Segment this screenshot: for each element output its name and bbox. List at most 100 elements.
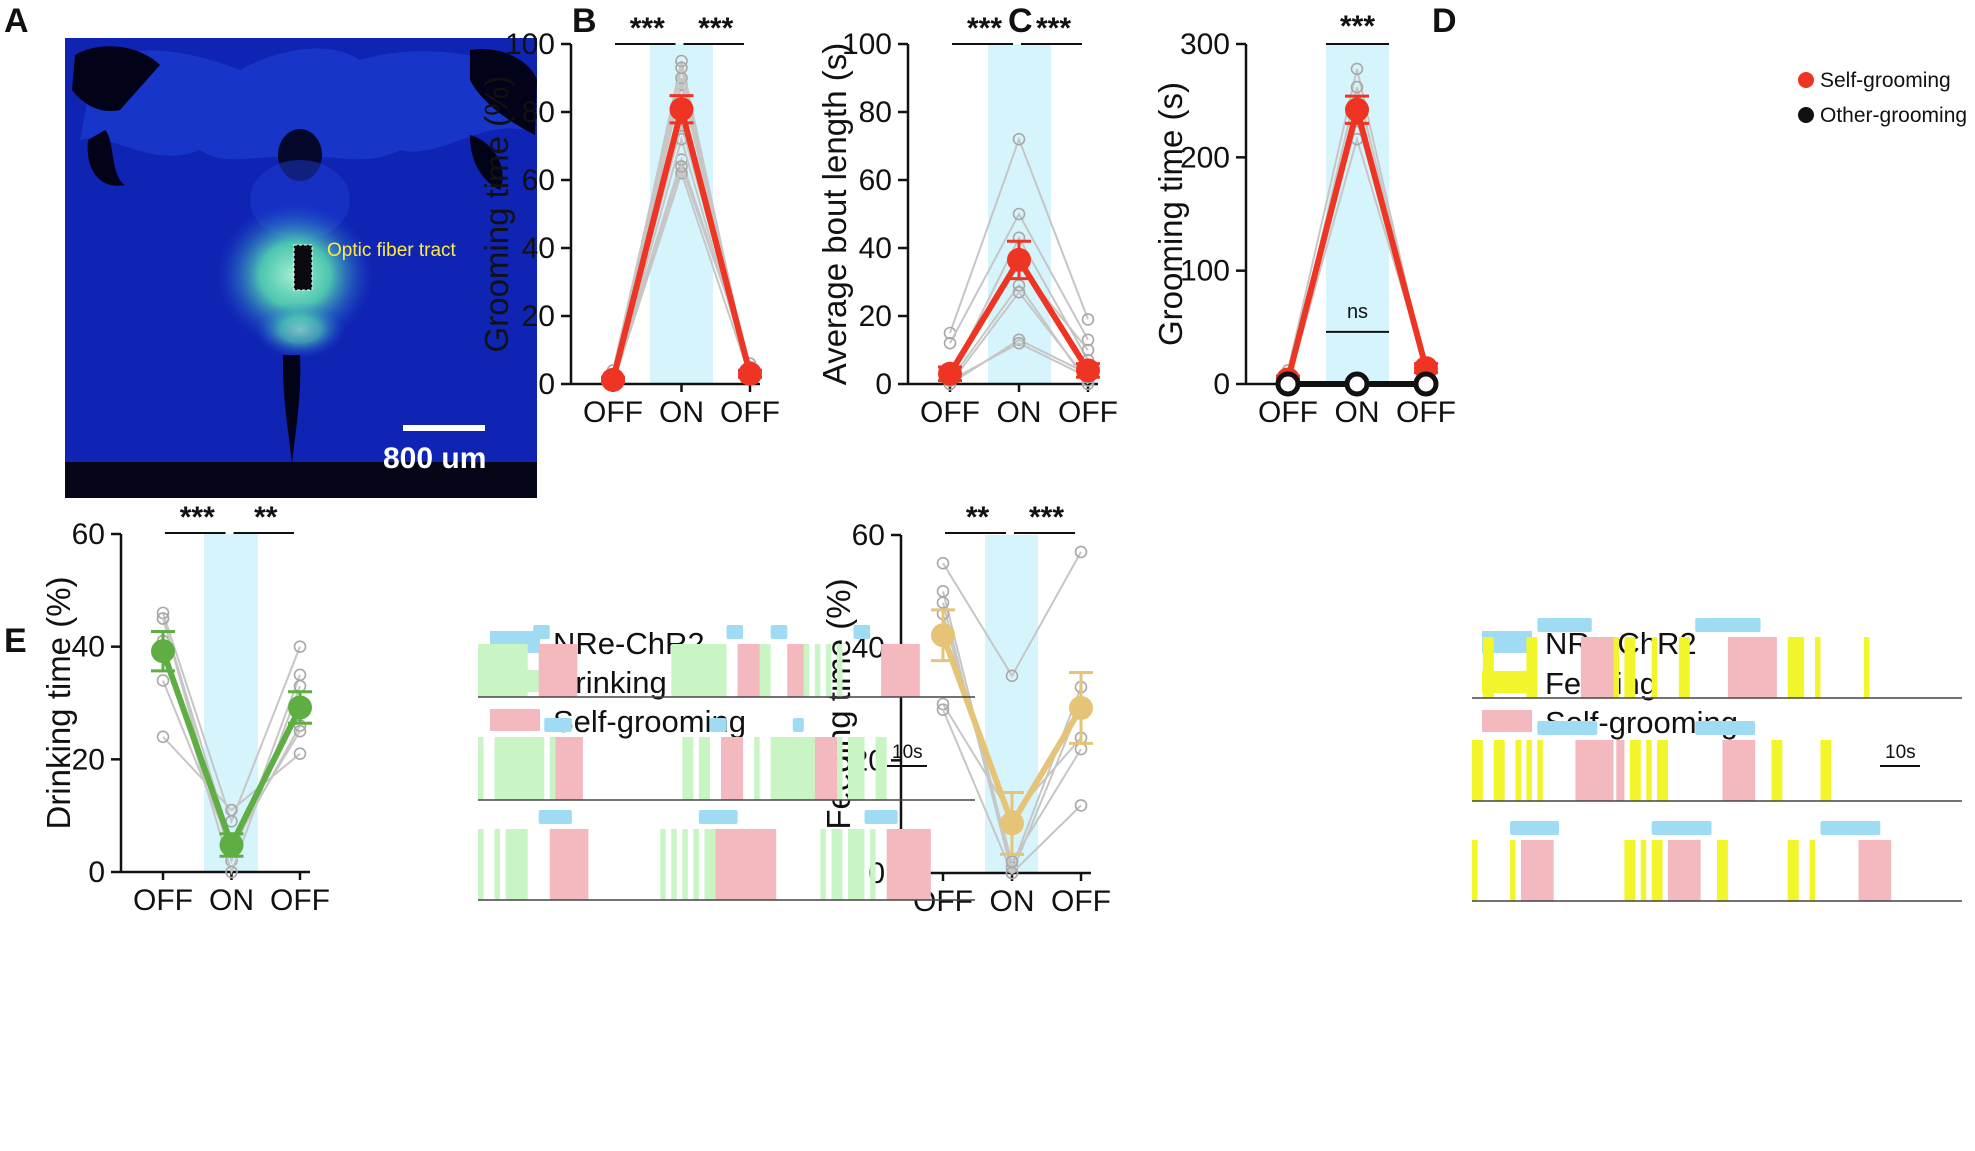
significance-label: ***: [967, 12, 1002, 45]
individual-point: [1005, 669, 1019, 683]
feeding-bout: [1640, 840, 1647, 901]
feeding-bout: [1526, 637, 1538, 698]
stimulation-epoch: [538, 810, 572, 824]
grooming-bout: [737, 644, 760, 697]
stimulation-epoch: [792, 718, 804, 732]
individual-line: [162, 618, 301, 864]
legend-swatch-grooming-f: [1482, 710, 1532, 732]
feeding-bout: [1646, 740, 1652, 801]
drinking-bout: [836, 737, 843, 800]
individual-point: [1005, 855, 1019, 869]
grooming-bout: [715, 829, 777, 900]
drinking-bout: [494, 829, 501, 900]
individual-point: [1081, 343, 1095, 357]
individual-point: [156, 606, 170, 620]
significance-label: ***: [1036, 12, 1071, 45]
y-tick-label: 40: [522, 232, 555, 265]
y-tick-label: 300: [1180, 28, 1230, 61]
significance-label: ***: [1340, 10, 1375, 43]
individual-line: [612, 170, 751, 385]
individual-point: [293, 640, 307, 653]
mean-point: [1007, 247, 1031, 272]
x-tick-label-off: OFF: [270, 884, 330, 917]
feeding-bout: [1678, 637, 1690, 698]
fiber-tract-outline: [293, 244, 313, 291]
drinking-bout: [847, 829, 865, 900]
feeding-bout: [1493, 740, 1505, 801]
grooming-bout: [886, 829, 931, 900]
y-tick-label: 20: [859, 300, 892, 333]
panel-label-e: E: [4, 622, 27, 660]
feeding-bout: [1537, 740, 1543, 801]
mean-point: [151, 639, 175, 664]
individual-point: [1012, 132, 1026, 146]
grooming-bout: [1521, 840, 1554, 901]
stimulation-epoch: [1510, 821, 1560, 835]
feeding-bout: [1787, 840, 1799, 901]
individual-point: [1074, 799, 1088, 812]
drinking-bout: [803, 644, 810, 697]
drinking-bout: [870, 829, 876, 900]
individual-point: [936, 556, 950, 570]
x-tick-label-on: ON: [997, 396, 1042, 429]
drinking-bout: [671, 644, 727, 697]
y-tick-label: 60: [859, 164, 892, 197]
chart-b-grooming-percent: 0 20 40 60 80 100 OFF ON OFF Grooming time (%) ***…: [478, 12, 780, 429]
legend-swatch-self-grooming: [1798, 72, 1814, 88]
feeding-bout: [1815, 637, 1821, 698]
drinking-bout: [754, 737, 760, 800]
drinking-bout: [875, 737, 887, 800]
drinking-bout: [847, 737, 865, 800]
y-tick-label: 100: [842, 28, 892, 61]
y-axis-label: Grooming time (s): [1152, 82, 1189, 346]
individual-point: [293, 724, 307, 738]
y-tick-label: 200: [1180, 141, 1230, 174]
feeding-bout: [1515, 740, 1521, 801]
individual-line: [162, 612, 301, 825]
significance-label: ***: [180, 501, 215, 534]
feeding-bout: [1629, 740, 1641, 801]
feeding-bout: [1820, 740, 1832, 801]
x-tick-label-on: ON: [659, 396, 704, 429]
ethogram-f: NRe-ChR2 Feeding Self-grooming 10s: [1472, 618, 1962, 902]
drinking-bout: [549, 737, 556, 800]
individual-point: [1012, 333, 1026, 347]
drinking-bout: [494, 737, 545, 800]
drinking-bout: [825, 644, 832, 697]
x-tick-label-off: OFF: [133, 884, 193, 917]
individual-point: [1081, 313, 1095, 326]
stimulation-epoch: [1537, 721, 1598, 735]
drinking-bout: [671, 829, 677, 900]
grooming-bout: [549, 829, 589, 900]
y-tick-label: 0: [538, 368, 555, 401]
feeding-bout: [1510, 840, 1516, 901]
chart-d-grooming-seconds: 0 100 200 300 OFF ON OFF Grooming time (s) *** ns: [1152, 10, 1456, 429]
individual-line: [949, 211, 1089, 344]
individual-line: [949, 136, 1089, 334]
feeding-bout: [1651, 840, 1663, 901]
drinking-bout: [831, 829, 843, 900]
feeding-bout: [1482, 637, 1494, 698]
grooming-bout: [1580, 637, 1614, 698]
drinking-bout: [704, 829, 716, 900]
individual-point: [936, 697, 950, 711]
x-tick-label-off: OFF: [1396, 396, 1456, 429]
y-tick-label: 60: [72, 518, 105, 551]
drinking-bout: [660, 829, 666, 900]
individual-point: [156, 674, 170, 687]
mean-point: [288, 695, 312, 720]
stimulation-epoch: [853, 625, 871, 639]
grooming-bout: [1616, 740, 1625, 801]
grooming-bout: [1722, 740, 1756, 801]
individual-point: [225, 865, 238, 879]
mean-point-other-grooming: [1344, 371, 1370, 397]
feeding-bout: [1864, 637, 1870, 698]
individual-line: [612, 163, 751, 381]
mean-point: [931, 623, 955, 648]
stimulation-epoch: [544, 718, 572, 732]
panel-label-c: C: [1008, 2, 1033, 40]
individual-line: [949, 342, 1089, 382]
grooming-bout: [1727, 637, 1777, 698]
